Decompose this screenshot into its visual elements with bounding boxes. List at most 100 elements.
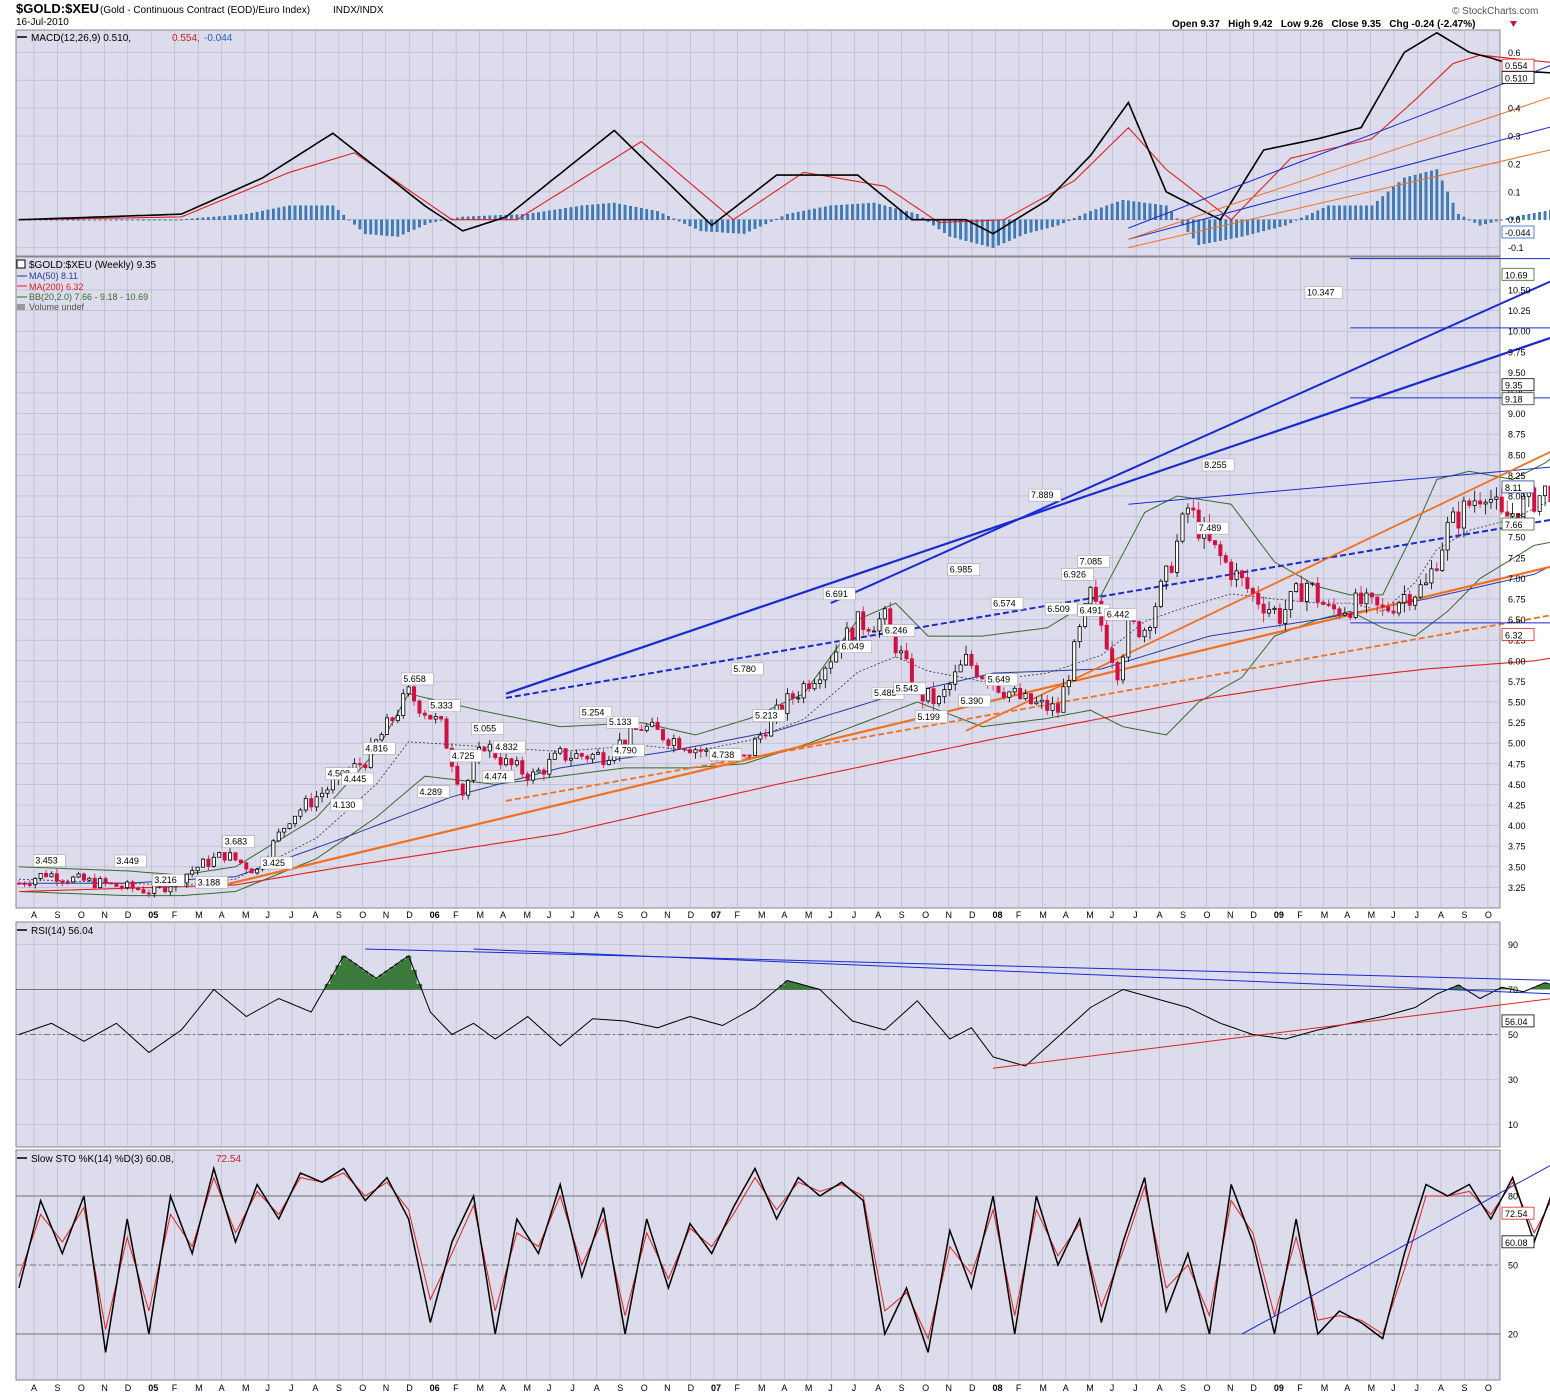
macd-histogram-bar <box>234 214 237 220</box>
price-annotation-box <box>114 854 147 868</box>
macd-histogram-bar <box>753 219 757 229</box>
x-axis-label: N <box>383 1383 390 1393</box>
macd-histogram-bar <box>396 219 400 237</box>
price-annotation-box <box>1201 458 1235 472</box>
candle-body <box>899 650 904 654</box>
macd-histogram-bar <box>683 219 686 224</box>
candle-body <box>531 771 536 781</box>
x-axis-label: M <box>242 910 250 920</box>
sto-k-value-tag-box <box>1501 1235 1535 1249</box>
price-annotation-label: 6.049 <box>842 642 865 652</box>
candle-body <box>54 873 59 882</box>
price-annotation-label: 6.985 <box>950 565 973 575</box>
candle-body <box>1212 540 1217 546</box>
macd-histogram-bar <box>1321 208 1325 220</box>
macd-histogram-bar <box>1522 214 1525 220</box>
price-annotation: 6.491 <box>1077 604 1110 617</box>
rsi-legend: RSI(14) 56.04 <box>17 926 94 937</box>
macd-histogram-bar <box>737 219 741 234</box>
price-trendline <box>1128 466 1550 505</box>
x-axis-label: M <box>1039 910 1047 920</box>
macd-histogram-bar <box>1062 219 1065 224</box>
price-annotation-label: 5.390 <box>961 696 984 706</box>
candle-body <box>65 881 70 884</box>
candle-body <box>1413 596 1418 606</box>
macd-hist-value-tag: -0.044 <box>1505 228 1531 238</box>
macd-histogram-bar <box>1424 172 1428 220</box>
macd-histogram-bar <box>845 204 849 220</box>
macd-histogram-bar <box>656 211 659 220</box>
candle-body <box>931 688 936 705</box>
candle-body <box>817 679 822 684</box>
macd-histogram-bar <box>634 207 638 220</box>
candle-body <box>509 758 514 766</box>
price-annotation-box <box>152 873 185 887</box>
candle-body <box>850 627 855 642</box>
macd-histogram-bar <box>1191 219 1195 239</box>
x-axis-label: O <box>641 1383 648 1393</box>
candle-body <box>1093 586 1098 602</box>
price-annotation-box <box>947 563 981 576</box>
price-annotation-label: 5.199 <box>917 712 940 722</box>
price-tick-label: 6.50 <box>1508 615 1526 625</box>
macd-histogram-bar <box>602 203 605 220</box>
candle-body <box>1461 500 1466 529</box>
macd-histogram-bar <box>1375 200 1379 220</box>
candle-body <box>1023 693 1028 700</box>
macd-histogram-bar <box>1099 207 1103 220</box>
macd-histogram-bar <box>813 208 816 220</box>
price-annotation-label: 6.442 <box>1107 609 1130 619</box>
macd-histogram-bar <box>493 215 497 220</box>
x-axis-label: O <box>359 1383 366 1393</box>
macd-histogram-bar <box>228 215 232 220</box>
candle-body <box>439 716 444 720</box>
macd-histogram-bar <box>1505 218 1509 220</box>
x-axis-label: J <box>1415 910 1420 920</box>
price-legend-bb: BB(20,2.0) 7.66 - 9.18 - 10.69 <box>29 292 148 302</box>
x-axis-label: M <box>477 1383 485 1393</box>
price-annotation-box <box>752 709 786 722</box>
candle-body <box>1142 629 1147 638</box>
x-axis-label: F <box>1297 910 1303 920</box>
candle-body <box>747 754 752 757</box>
x-axis-label: J <box>852 910 857 920</box>
candle-body <box>1072 641 1077 681</box>
candle-body <box>1126 617 1131 658</box>
x-axis-label: N <box>101 1383 108 1393</box>
macd-histogram-bar <box>759 219 762 227</box>
x-axis-label: J <box>289 1383 294 1393</box>
candle-body <box>980 676 985 680</box>
sto-d-value-tag: 72.54 <box>1505 1209 1528 1219</box>
macd-trendline <box>1128 65 1550 229</box>
macd-histogram-bar <box>878 204 881 220</box>
sto-d-value-tag-box <box>1501 1206 1535 1220</box>
stockcharts-watermark: © StockCharts.com <box>1452 6 1538 17</box>
x-axis-label: M <box>1086 910 1094 920</box>
macd-signal-value-tag: 0.554 <box>1505 61 1528 71</box>
candle-body <box>1294 583 1299 592</box>
macd-histogram-bar <box>1327 205 1330 220</box>
candle-body <box>904 650 909 660</box>
x-axis-label: J <box>1391 910 1396 920</box>
candle-body <box>1369 592 1374 598</box>
x-axis-label: N <box>946 910 953 920</box>
price-annotation: 6.246 <box>882 624 916 637</box>
price-annotation: 5.199 <box>915 710 948 724</box>
sto-legend-label: Slow STO %K(14) %D(3) 60.08, <box>31 1154 174 1165</box>
macd-histogram-bar <box>1197 219 1201 245</box>
price-annotation: 10.347 <box>1304 286 1343 299</box>
macd-histogram-bar <box>623 204 627 220</box>
macd-histogram-bar <box>677 219 681 222</box>
candle-body <box>1548 485 1550 502</box>
candle-body <box>33 878 38 885</box>
macd-panel-bg <box>15 29 1501 257</box>
x-axis-label: 08 <box>992 910 1002 920</box>
price-annotation-label: 5.485 <box>874 688 897 698</box>
macd-histogram-bar <box>1229 219 1233 239</box>
candle-body <box>1120 656 1125 681</box>
macd-histogram-bar <box>721 219 724 233</box>
price-annotation-box <box>330 798 364 812</box>
macd-histogram-bar <box>575 206 578 220</box>
price-annotation-box <box>823 587 856 601</box>
macd-histogram-bar <box>266 209 270 220</box>
